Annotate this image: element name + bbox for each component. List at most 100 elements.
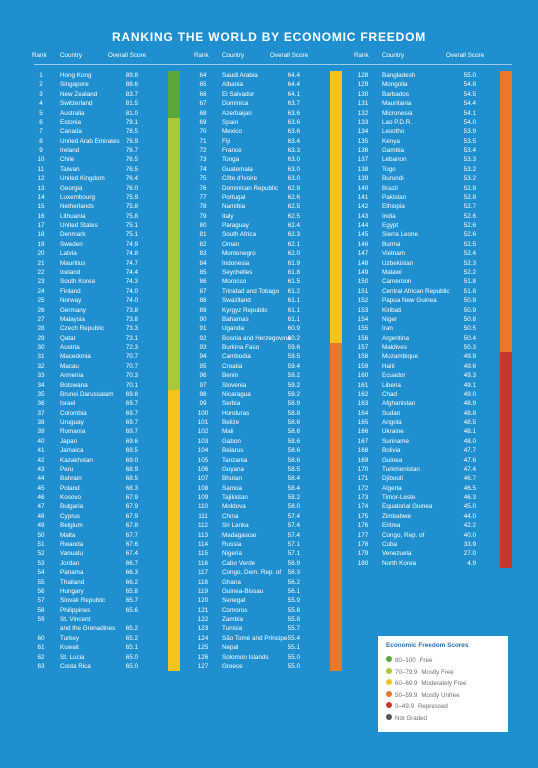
rank-cell: 49 xyxy=(37,522,45,530)
score-cell: 46.3 xyxy=(463,494,476,502)
score-cell: 53.2 xyxy=(463,165,476,173)
table-row: 137 Lebanon 53.3 xyxy=(354,155,500,164)
country-cell: Gabon xyxy=(222,437,241,445)
table-row: 27 Malaysia 73.8 xyxy=(32,315,168,324)
table-row: 102 Mali 58.6 xyxy=(194,427,330,436)
rank-cell: 85 xyxy=(199,268,207,276)
rank-cell: 159 xyxy=(357,362,369,370)
rank-cell: 20 xyxy=(37,250,45,258)
country-cell: Sweden xyxy=(60,240,83,248)
score-cell: 53.5 xyxy=(463,137,476,145)
score-cell: 63.0 xyxy=(287,175,300,183)
country-cell: Namibia xyxy=(222,203,246,211)
score-cell: 63.7 xyxy=(287,100,300,108)
rank-cell: 51 xyxy=(37,541,45,548)
country-cell: Macedonia xyxy=(60,353,91,361)
score-cell: 54.1 xyxy=(463,109,476,117)
rank-cell: 61 xyxy=(37,644,45,652)
rank-cell: 153 xyxy=(357,306,369,314)
table-row: 178 Cuba 33.9 xyxy=(354,540,500,549)
score-cell: 50.9 xyxy=(463,306,476,314)
country-cell: Trinidad and Tobago xyxy=(222,287,280,295)
score-cell: 50.3 xyxy=(463,344,476,352)
rank-cell: 32 xyxy=(37,362,45,370)
score-cell: 67.8 xyxy=(125,522,138,530)
legend-swatch xyxy=(386,656,392,663)
country-cell: Chad xyxy=(382,390,398,398)
legend: Economic Freedom Scores 80–100 Free 70–79.… xyxy=(378,636,508,732)
rank-cell: 11 xyxy=(37,165,45,173)
table-row: 9 Ireland 76.7 xyxy=(32,146,168,155)
rank-cell: 130 xyxy=(357,90,369,98)
score-color-bar xyxy=(500,352,512,569)
score-cell: 52.8 xyxy=(463,193,476,201)
table-row: 22 Iceland 74.4 xyxy=(32,268,168,277)
score-cell: 59.6 xyxy=(287,344,300,352)
score-cell: 55.0 xyxy=(287,653,300,661)
country-cell: Mozambique xyxy=(382,353,419,361)
score-cell: 62.6 xyxy=(287,193,300,201)
table-row: 12 United Kingdom 76.4 xyxy=(32,174,168,183)
table-row: 1 Hong Kong 89.8 xyxy=(32,71,168,80)
country-cell: Lebanon xyxy=(382,156,407,164)
country-cell: Cuba xyxy=(382,541,398,548)
legend-item: 50–59.9 Mostly Unfree xyxy=(386,690,460,701)
rank-cell: 114 xyxy=(197,541,209,548)
table-row: 60 Turkey 65.2 xyxy=(32,634,168,643)
table-row: 106 Guyana 58.5 xyxy=(194,465,330,474)
rank-cell: 81 xyxy=(199,231,207,239)
score-cell: 52.2 xyxy=(463,268,476,276)
rank-cell: 1 xyxy=(39,72,43,79)
table-row: 33 Armenia 70.3 xyxy=(32,371,168,380)
country-cell: Micronesia xyxy=(382,109,413,117)
country-cell: Indonesia xyxy=(222,259,250,267)
table-row: 163 Afghanistan 48.9 xyxy=(354,399,500,408)
score-cell: 63.6 xyxy=(287,118,300,126)
score-cell: 70.7 xyxy=(125,362,138,370)
score-cell: 65.7 xyxy=(125,597,138,605)
score-cell: 57.4 xyxy=(287,522,300,530)
legend-swatch xyxy=(386,702,392,709)
score-cell: 58.6 xyxy=(287,428,300,436)
rank-cell: 38 xyxy=(37,419,45,427)
score-cell: 63.4 xyxy=(287,137,300,145)
rank-cell: 66 xyxy=(199,90,207,98)
rank-cell: 4 xyxy=(39,100,43,108)
score-cell: 79.1 xyxy=(125,118,138,126)
table-row: 37 Colombia 69.7 xyxy=(32,409,168,418)
table-row: 129 Mongolia 54.8 xyxy=(354,80,500,89)
rank-cell: 126 xyxy=(197,653,209,661)
table-row: 45 Poland 68.3 xyxy=(32,484,168,493)
score-cell: 58.5 xyxy=(287,465,300,473)
score-cell: 81.5 xyxy=(125,100,138,108)
score-cell: 45.0 xyxy=(463,503,476,511)
table-row: 47 Bulgaria 67.9 xyxy=(32,502,168,511)
score-cell: 74.4 xyxy=(125,268,138,276)
rank-cell: 80 xyxy=(199,222,207,230)
table-row: 86 Morocco 61.5 xyxy=(194,277,330,286)
table-row: 162 Chad 49.0 xyxy=(354,390,500,399)
score-cell: 48.5 xyxy=(463,419,476,427)
score-cell: 67.9 xyxy=(125,494,138,502)
table-row: 74 Guatemala 63.0 xyxy=(194,165,330,174)
country-cell: Moldova xyxy=(222,503,246,511)
table-row: 46 Kosovo 67.9 xyxy=(32,493,168,502)
score-cell: 62.4 xyxy=(287,222,300,230)
score-cell: 64.1 xyxy=(287,90,300,98)
score-cell: 57.4 xyxy=(287,512,300,520)
table-row: 88 Swaziland 61.1 xyxy=(194,296,330,305)
table-row: 179 Venezuela 27.0 xyxy=(354,549,500,558)
rank-cell: 30 xyxy=(37,344,45,352)
score-cell: 61.9 xyxy=(287,259,300,267)
table-row: 84 Indonesia 61.9 xyxy=(194,259,330,268)
rank-cell: 107 xyxy=(197,475,209,483)
country-cell: Hungary xyxy=(60,587,84,595)
table-row: 177 Congo, Rep. of 40.0 xyxy=(354,531,500,540)
table-row: 68 Azerbaijan 63.6 xyxy=(194,109,330,118)
score-cell: 59.2 xyxy=(287,381,300,389)
country-cell: Bosnia and Herzegovina xyxy=(222,334,291,342)
rank-cell: 7 xyxy=(39,128,43,136)
header-divider xyxy=(34,64,512,65)
country-cell: Kazakhstan xyxy=(60,456,93,464)
table-row: 103 Gabon 58.6 xyxy=(194,437,330,446)
